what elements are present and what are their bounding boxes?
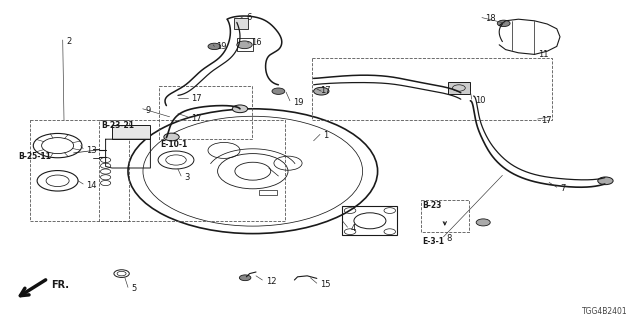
Text: 17: 17 — [320, 86, 331, 95]
Bar — [159, 86, 252, 139]
Text: 10: 10 — [475, 96, 485, 105]
Text: TGG4B2401: TGG4B2401 — [582, 307, 627, 316]
Circle shape — [497, 20, 510, 27]
Circle shape — [237, 41, 252, 49]
Bar — [448, 82, 470, 94]
Bar — [234, 18, 248, 29]
Bar — [342, 206, 397, 235]
Bar — [99, 120, 285, 221]
Text: 12: 12 — [266, 277, 276, 286]
Text: 7: 7 — [560, 184, 565, 193]
Text: 8: 8 — [447, 234, 452, 243]
Bar — [30, 120, 129, 221]
Circle shape — [476, 219, 490, 226]
Text: 3: 3 — [184, 173, 189, 182]
Bar — [112, 125, 150, 139]
Text: B-23-21: B-23-21 — [101, 121, 134, 130]
Text: 9: 9 — [146, 106, 151, 115]
Text: 14: 14 — [86, 181, 97, 190]
Bar — [312, 58, 552, 120]
Text: 19: 19 — [293, 98, 303, 107]
Circle shape — [598, 177, 613, 185]
Text: E-3-1: E-3-1 — [422, 237, 444, 246]
Circle shape — [314, 87, 329, 95]
Text: 17: 17 — [541, 116, 552, 125]
Bar — [259, 190, 277, 195]
Text: B-25-11: B-25-11 — [18, 152, 51, 161]
Circle shape — [239, 275, 251, 281]
Circle shape — [232, 105, 248, 113]
Bar — [237, 38, 253, 51]
Text: 2: 2 — [66, 37, 71, 46]
Text: 17: 17 — [191, 94, 202, 103]
Text: E-10-1: E-10-1 — [160, 140, 188, 149]
Circle shape — [208, 43, 221, 50]
Circle shape — [272, 88, 285, 94]
Text: 17: 17 — [191, 114, 202, 123]
Text: B-23: B-23 — [422, 201, 442, 210]
Text: 4: 4 — [351, 224, 356, 233]
Bar — [421, 200, 469, 232]
Text: 18: 18 — [485, 14, 496, 23]
Text: FR.: FR. — [51, 280, 69, 290]
Circle shape — [164, 133, 179, 141]
Text: 19: 19 — [216, 42, 227, 51]
Text: 5: 5 — [131, 284, 136, 293]
Text: 16: 16 — [251, 38, 262, 47]
Text: 11: 11 — [538, 50, 548, 59]
Text: 1: 1 — [323, 131, 328, 140]
Text: 13: 13 — [86, 146, 97, 155]
Text: 15: 15 — [320, 280, 330, 289]
Text: 6: 6 — [246, 13, 252, 22]
